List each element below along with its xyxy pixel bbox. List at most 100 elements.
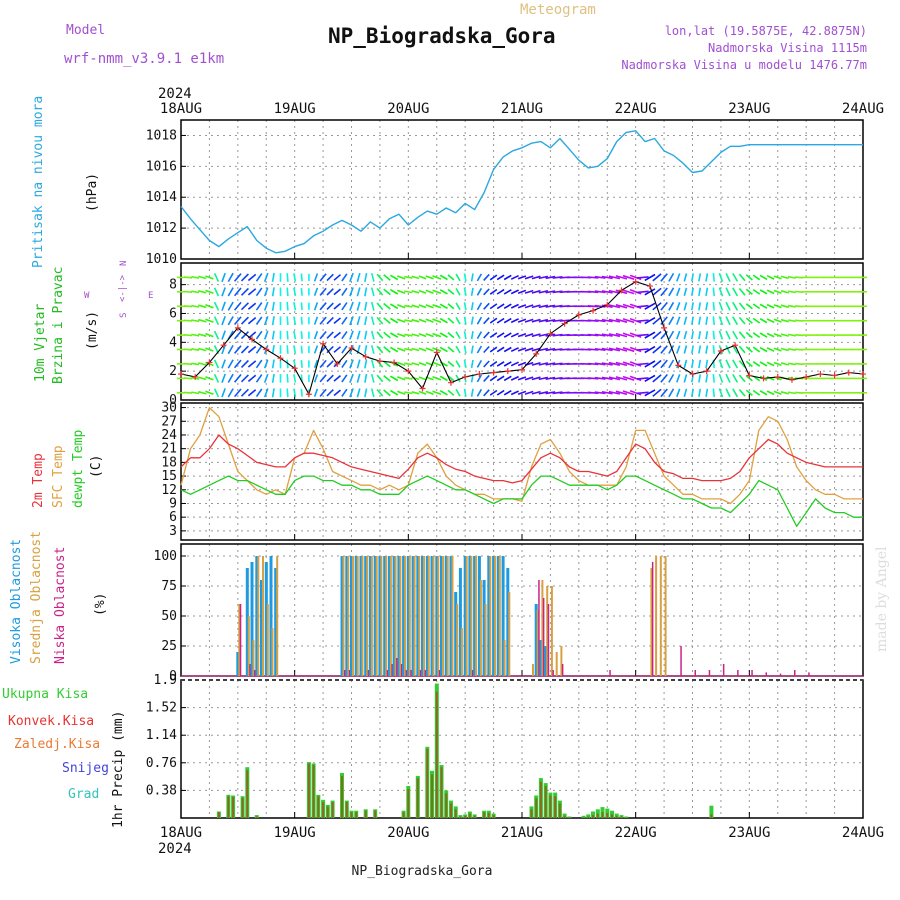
wind-arrow	[622, 289, 635, 295]
temp-label-3: dewpt Temp	[71, 430, 86, 508]
precip-convective-bar	[317, 796, 320, 818]
wind-arrow	[705, 330, 709, 340]
low-cloud-bar	[547, 604, 550, 676]
wind-arrow	[356, 301, 361, 311]
precip-convective-bar	[350, 812, 353, 818]
wind-arrow	[615, 304, 628, 309]
y-tick-label: 6	[169, 510, 177, 525]
wind-arrow	[418, 376, 427, 381]
wind-arrow	[601, 318, 613, 323]
wind-arrow	[432, 332, 442, 338]
wind-unit: (m/s)	[85, 311, 100, 350]
wind-arrow	[496, 375, 505, 382]
precip-convective-bar	[431, 774, 433, 818]
wind-arrow	[496, 389, 505, 396]
precip-convective-bar	[530, 809, 533, 818]
wind-arrow	[503, 332, 512, 338]
wind-arrow	[463, 287, 467, 296]
high-cloud-bar	[435, 556, 439, 676]
high-cloud-bar	[477, 556, 481, 676]
wind-arrow	[247, 360, 257, 368]
wind-arrow	[370, 373, 375, 383]
wind-arrow	[644, 389, 656, 397]
precip-convective-bar	[487, 812, 490, 818]
watermark: made by Angel	[874, 546, 890, 652]
wind-arrow	[766, 375, 775, 381]
wind-arrow	[240, 287, 249, 296]
wind-arrow	[531, 347, 541, 352]
precip-convective-bar	[473, 815, 476, 818]
y-tick-label: 0.76	[146, 756, 177, 771]
wind-arrow	[608, 333, 621, 338]
wind-arrow	[601, 362, 613, 366]
wind-arrow	[668, 301, 675, 311]
mid-cloud-bar	[394, 556, 397, 676]
wind-gust-marker	[533, 350, 540, 357]
wind-arrow	[198, 318, 207, 323]
wind-arrow	[389, 389, 399, 396]
wind-arrow	[698, 359, 702, 369]
wind-arrow	[227, 373, 234, 383]
date-label-top: 21AUG	[501, 101, 543, 117]
wind-gust-marker	[632, 278, 639, 285]
wind-arrow	[773, 390, 782, 395]
wind-arrow	[766, 274, 775, 280]
wind-arrow	[326, 273, 334, 282]
high-cloud-bar	[345, 556, 349, 676]
wind-arrow	[732, 301, 739, 311]
high-cloud-bar	[463, 556, 467, 676]
wind-arrow	[383, 288, 391, 296]
wind-arrow	[608, 347, 621, 352]
wind-gust-marker	[362, 353, 369, 360]
y-tick-label: 27	[161, 414, 177, 429]
precip-convective-bar	[217, 812, 220, 818]
wind-arrow	[383, 346, 391, 353]
wind-arrow	[455, 316, 461, 325]
low-cloud-bar	[808, 672, 810, 676]
wind-arrow	[538, 275, 549, 280]
wind-arrow	[364, 301, 368, 311]
wind-arrow	[447, 288, 455, 295]
precip-convective-bar	[435, 691, 438, 818]
high-cloud-bar	[482, 580, 486, 676]
low-cloud-bar	[765, 672, 767, 676]
precip-legend: Ukupna Kisa Konvek.Kisa Zaledj.Kisa Snij…	[2, 687, 109, 802]
wind-arrow	[370, 316, 375, 326]
precip-convective-bar	[620, 816, 623, 818]
wind-arrow	[255, 302, 263, 311]
low-cloud-bar	[405, 670, 408, 676]
wind-arrow	[356, 373, 361, 383]
mid-cloud-bar	[503, 640, 506, 676]
wind-arrow	[418, 289, 427, 294]
precip-total-bar	[581, 815, 586, 818]
precip-convective-bar	[544, 786, 547, 818]
legend-stratiform: Zaledj.Kisa	[14, 737, 100, 752]
wind-gust-marker	[760, 375, 767, 382]
wind-arrow	[227, 316, 234, 326]
wind-arrow	[644, 374, 656, 382]
wind-arrow	[705, 273, 709, 282]
wind-arrow	[712, 388, 715, 398]
wind-arrow	[349, 316, 354, 326]
mid-cloud-bar	[664, 556, 667, 676]
precip-convective-bar	[563, 815, 566, 818]
wind-gust-marker	[376, 358, 383, 365]
wind-arrow	[615, 318, 628, 323]
wind-arrow	[594, 333, 606, 337]
wind-arrow	[676, 388, 681, 398]
wind-arrow	[411, 304, 420, 309]
wind-arrow	[517, 289, 527, 295]
wind-arrow	[455, 374, 461, 383]
wind-arrow	[745, 331, 753, 339]
wind-arrow	[510, 347, 519, 353]
precip-convective-bar	[601, 812, 604, 818]
wind-gust-marker	[490, 369, 497, 376]
wind-arrow	[594, 348, 606, 351]
high-cloud-bar	[492, 556, 496, 676]
high-cloud-bar	[359, 556, 363, 676]
precip-convective-bar	[596, 813, 599, 818]
precip-convective-bar	[322, 802, 325, 818]
wind-arrow	[389, 303, 399, 310]
wind-arrow	[732, 273, 739, 282]
high-cloud-bar	[392, 556, 396, 676]
